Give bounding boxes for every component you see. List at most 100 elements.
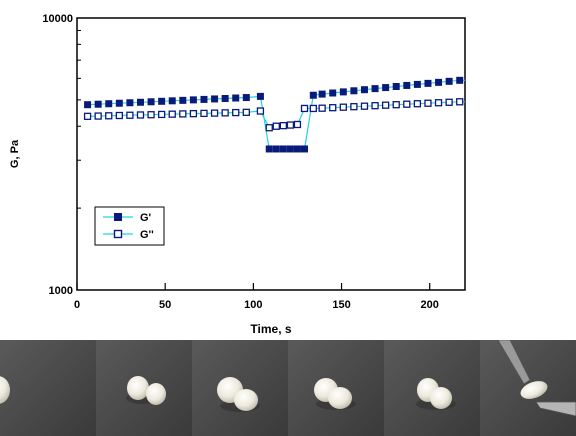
photo-pieces-merging: [288, 340, 384, 436]
legend-marker-g-prime: [114, 213, 122, 221]
gel-piece-right: [328, 387, 352, 409]
point-g-prime: [272, 145, 280, 153]
gel-piece-right: [430, 387, 452, 409]
photo-strip: [0, 340, 576, 436]
point-g-double-prime: [256, 107, 265, 115]
point-g-double-prime: [179, 110, 187, 118]
point-g-double-prime: [413, 100, 422, 108]
axis-ticks: 0 50 100 150 200 1000 10000: [42, 13, 439, 311]
point-g-prime: [211, 95, 219, 103]
point-g-prime: [179, 96, 187, 104]
y-axis-label: G, Pa: [9, 139, 21, 168]
point-g-double-prime: [94, 112, 102, 120]
point-g-double-prime: [371, 102, 379, 110]
point-g-prime: [318, 90, 326, 98]
point-g-double-prime: [158, 110, 166, 119]
point-g-prime: [286, 145, 294, 153]
point-g-prime: [84, 101, 92, 109]
point-g-double-prime: [360, 102, 369, 110]
point-g-double-prime: [83, 112, 92, 120]
point-g-double-prime: [456, 98, 464, 106]
series-lines: [87, 79, 465, 150]
point-g-prime: [147, 98, 155, 106]
point-g-prime: [435, 78, 443, 86]
point-g-prime: [339, 88, 347, 96]
point-g-double-prime: [265, 124, 273, 132]
point-g-prime: [200, 95, 208, 103]
point-g-double-prime: [309, 104, 317, 113]
point-g-double-prime: [318, 104, 326, 112]
gel-piece-stretched: [520, 381, 548, 399]
photo-pieces-touching: [192, 340, 288, 436]
x-tick-label-1: 50: [159, 299, 171, 311]
point-g-prime: [445, 77, 453, 85]
point-g-double-prime: [350, 103, 358, 111]
point-g-prime: [403, 81, 411, 89]
point-g-double-prime: [445, 98, 453, 106]
point-g-double-prime: [115, 111, 123, 120]
point-g-double-prime: [339, 103, 347, 111]
x-tick-label-3: 150: [332, 299, 350, 311]
x-tick-label-4: 200: [421, 299, 439, 311]
point-g-prime: [279, 145, 287, 153]
point-g-prime: [293, 145, 301, 153]
point-g-double-prime: [168, 110, 176, 118]
y-tick-label-1: 10000: [42, 13, 73, 25]
point-g-double-prime: [293, 120, 302, 129]
point-g-double-prime: [200, 109, 208, 118]
point-g-prime: [309, 91, 317, 99]
legend-label-g-double-prime: G'': [140, 229, 154, 241]
point-g-prime: [232, 94, 240, 102]
point-g-double-prime: [105, 112, 113, 120]
y-tick-label-0: 1000: [49, 285, 73, 297]
point-g-prime: [158, 97, 166, 105]
point-g-double-prime: [424, 99, 432, 107]
point-g-prime: [301, 145, 309, 153]
x-tick-label-0: 0: [74, 299, 80, 311]
point-g-prime: [115, 99, 123, 107]
point-g-prime: [126, 99, 134, 107]
tweezers-upper: [497, 340, 531, 385]
point-g-double-prime: [136, 111, 145, 119]
chart: 0 50 100 150 200 1000 10000 Time, s G, Pa G' G…: [9, 13, 466, 336]
point-g-double-prime: [210, 109, 219, 117]
point-g-prime: [256, 92, 264, 100]
point-g-double-prime: [147, 111, 155, 119]
point-g-double-prime: [381, 101, 390, 109]
tweezers-lower: [535, 401, 576, 417]
point-g-prime: [456, 76, 464, 84]
legend-marker-g-double-prime: [113, 229, 123, 239]
point-g-prime: [105, 100, 113, 108]
point-g-prime: [136, 98, 144, 106]
point-g-prime: [265, 145, 273, 153]
point-g-prime: [392, 82, 400, 90]
point-g-double-prime: [126, 111, 134, 119]
photo-pieces-healed: [384, 340, 480, 436]
point-g-prime: [94, 100, 102, 108]
plot-frame: [76, 17, 466, 291]
legend: G' G'': [94, 206, 165, 246]
gel-piece-left: [127, 376, 149, 400]
photo-stretched-with-tweezers: [480, 340, 576, 436]
photo-single-blob: [0, 340, 96, 436]
point-g-prime: [168, 97, 176, 105]
photo-two-pieces: [96, 340, 192, 436]
point-g-double-prime: [279, 122, 287, 130]
point-g-prime: [221, 94, 229, 102]
point-g-double-prime: [221, 109, 229, 117]
point-g-prime: [189, 96, 197, 104]
x-tick-label-2: 100: [244, 299, 262, 311]
point-g-double-prime: [392, 101, 400, 109]
point-g-double-prime: [232, 108, 240, 117]
point-g-prime: [329, 89, 337, 97]
legend-label-g-prime: G': [140, 212, 152, 224]
point-g-prime: [350, 87, 358, 95]
point-g-double-prime: [403, 100, 411, 108]
point-g-double-prime: [300, 104, 309, 113]
point-g-double-prime: [434, 99, 443, 107]
point-g-prime: [242, 94, 250, 102]
gel-piece-right: [146, 383, 166, 405]
legend-box: [94, 206, 165, 246]
point-g-prime: [360, 86, 368, 94]
point-g-double-prime: [272, 122, 280, 130]
